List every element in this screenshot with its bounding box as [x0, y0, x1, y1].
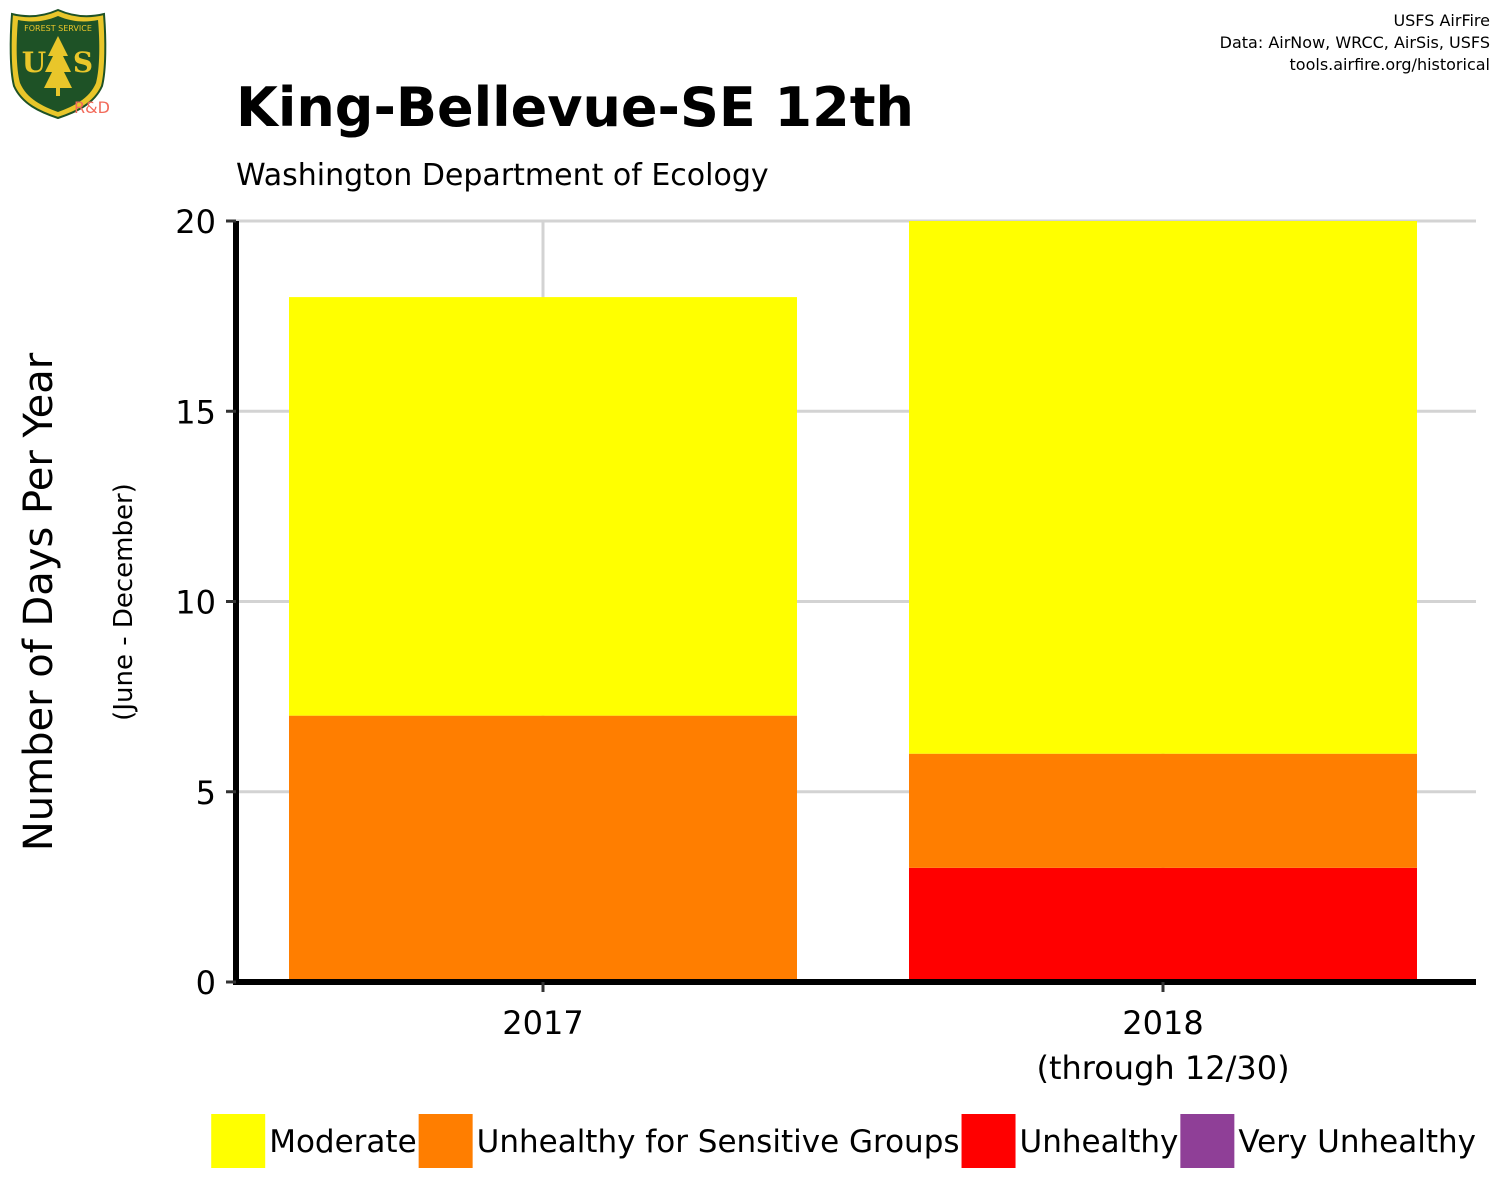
y-tick-label: 0	[196, 964, 216, 1002]
legend-label: Moderate	[269, 1124, 416, 1160]
forest-service-shield-logo: U S FOREST SERVICE R&D	[9, 8, 110, 120]
bars	[289, 221, 1417, 982]
legend-swatch-moderate	[211, 1114, 266, 1168]
bar-segment-moderate	[289, 297, 797, 716]
credit-line-2: Data: AirNow, WRCC, AirSis, USFS	[1220, 33, 1490, 52]
legend-swatch-unhealthy-for-sensitive-groups	[418, 1114, 473, 1168]
x-tick-label: 2018	[1122, 1004, 1203, 1042]
credit-line-1: USFS AirFire	[1393, 11, 1490, 30]
chart-title: King-Bellevue-SE 12th	[236, 76, 914, 139]
svg-text:FOREST SERVICE: FOREST SERVICE	[24, 24, 92, 33]
rd-label: R&D	[74, 98, 110, 117]
bar-segment-unhealthy-for-sensitive-groups	[289, 715, 797, 982]
bar-segment-unhealthy	[909, 867, 1417, 982]
bar-segment-unhealthy-for-sensitive-groups	[909, 753, 1417, 868]
x-tick-label: 2017	[502, 1004, 583, 1042]
svg-text:U: U	[22, 46, 46, 79]
svg-text:S: S	[73, 46, 93, 79]
y-tick-label: 10	[175, 584, 216, 622]
bar-segment-moderate	[909, 221, 1417, 754]
legend-swatch-unhealthy	[961, 1114, 1016, 1168]
y-tick-label: 15	[175, 393, 216, 431]
credit-line-3: tools.airfire.org/historical	[1290, 55, 1490, 74]
x-tick-sublabel: (through 12/30)	[1036, 1049, 1289, 1087]
legend-label: Unhealthy for Sensitive Groups	[477, 1124, 960, 1160]
y-tick-label: 5	[196, 774, 216, 812]
y-axis-sublabel: (June - December)	[109, 483, 139, 721]
legend-label: Very Unhealthy	[1238, 1124, 1476, 1160]
legend-label: Unhealthy	[1020, 1124, 1179, 1160]
chart-subtitle: Washington Department of Ecology	[236, 158, 769, 193]
y-axis-label: Number of Days Per Year	[16, 352, 62, 851]
legend-swatch-very-unhealthy	[1180, 1114, 1235, 1168]
axes: 0 5 10 15 20 2017 2018 (through 12/30)	[175, 203, 1476, 1087]
y-tick-label: 20	[175, 203, 216, 241]
legend: Moderate Unhealthy for Sensitive Groups Un…	[211, 1114, 1476, 1168]
